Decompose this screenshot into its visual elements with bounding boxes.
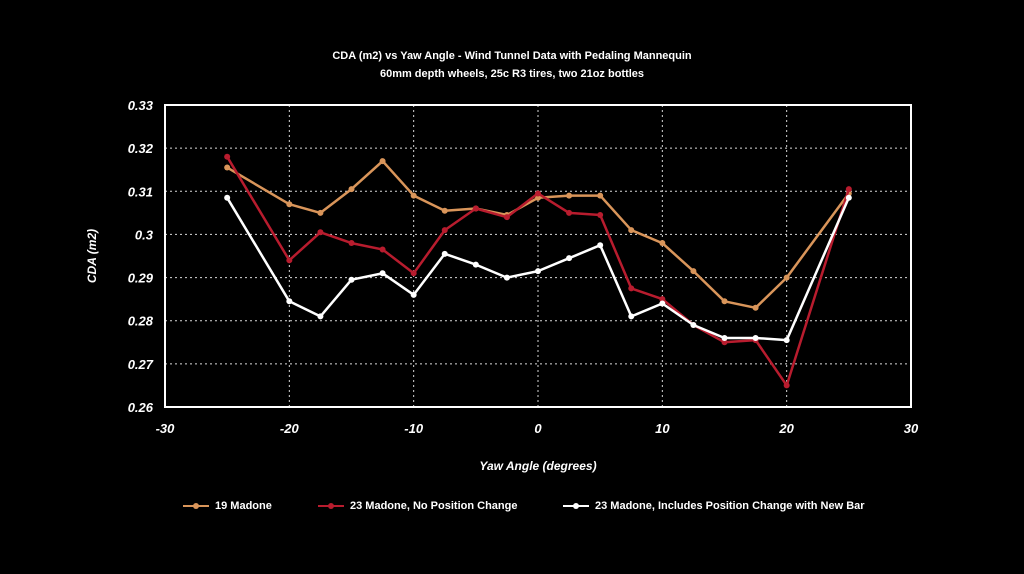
chart-title: CDA (m2) vs Yaw Angle - Wind Tunnel Data… [332,50,692,62]
data-point-23-madone-no-position [286,257,293,264]
data-point-23-madone-new-bar [472,261,479,268]
y-tick-label: 0.27 [128,357,154,372]
data-point-23-madone-new-bar [659,300,666,307]
data-point-23-madone-no-position [659,296,666,303]
plot-frame [164,104,912,408]
x-axis-ticks: -30 -20 -10 0 10 20 30 [156,421,919,436]
data-point-23-madone-new-bar [783,337,790,344]
data-point-23-madone-no-position [783,382,790,389]
x-tick-label: 10 [655,421,670,436]
x-tick-label: 20 [778,421,794,436]
x-tick-label: 0 [534,421,542,436]
data-point-23-madone-no-position [224,153,231,160]
data-point-19-madone [721,298,728,305]
data-point-19-madone [348,186,355,193]
legend-label-19-madone: 19 Madone [215,500,272,512]
data-point-19-madone [410,192,417,199]
data-point-23-madone-no-position [535,190,541,197]
data-point-23-madone-new-bar [441,250,448,257]
data-point-23-madone-new-bar [628,313,635,320]
y-tick-label: 0.32 [128,141,154,156]
data-point-23-madone-no-position [441,227,448,234]
y-tick-label: 0.33 [128,98,154,113]
data-point-23-madone-no-position [845,186,852,193]
data-point-23-madone-new-bar [845,194,852,201]
y-axis-label: CDA (m2) [85,229,99,283]
data-point-23-madone-new-bar [410,291,417,298]
data-point-23-madone-no-position [566,209,573,216]
legend-item-19-madone: 19 Madone [183,500,272,512]
data-point-19-madone [441,207,448,214]
data-point-23-madone-no-position [379,246,386,253]
data-point-19-madone [379,158,386,165]
y-tick-label: 0.28 [128,314,154,329]
legend-swatch-19-madone [183,501,209,511]
legend-swatch-23-madone-no-position [318,501,344,511]
data-point-19-madone [752,304,759,311]
data-point-23-madone-new-bar [286,298,293,305]
grid-lines [165,105,911,407]
data-point-19-madone [317,209,324,216]
data-point-23-madone-no-position [317,229,324,236]
y-tick-label: 0.29 [128,271,154,286]
data-point-19-madone [783,274,790,281]
data-point-23-madone-no-position [721,339,728,346]
chart-subtitle: 60mm depth wheels, 25c R3 tires, two 21o… [379,68,645,80]
legend-item-23-madone-new-bar: 23 Madone, Includes Position Change with… [563,500,865,512]
data-point-23-madone-new-bar [503,274,510,281]
data-point-19-madone [597,192,604,199]
x-tick-label: -10 [404,421,424,436]
data-point-23-madone-no-position [472,205,479,212]
x-tick-label: 30 [904,421,919,436]
data-point-19-madone [566,192,573,199]
data-point-23-madone-new-bar [348,276,355,283]
x-tick-label: -20 [280,421,300,436]
data-point-19-madone [286,201,293,208]
data-point-19-madone [628,227,635,234]
x-tick-label: -30 [156,421,176,436]
series-group [224,153,852,389]
y-tick-label: 0.3 [135,227,154,242]
legend-swatch-23-madone-new-bar [563,501,589,511]
data-point-19-madone [659,240,666,247]
data-point-23-madone-no-position [503,214,510,221]
data-point-23-madone-new-bar [566,255,573,262]
data-point-23-madone-no-position [597,212,604,219]
data-point-23-madone-new-bar [535,268,541,275]
data-point-23-madone-no-position [348,240,355,247]
data-point-19-madone [224,164,231,171]
data-point-23-madone-new-bar [317,313,324,320]
data-point-23-madone-new-bar [721,334,728,341]
data-point-23-madone-no-position [410,270,417,277]
x-axis-label: Yaw Angle (degrees) [479,459,596,473]
data-point-23-madone-new-bar [379,270,386,277]
data-point-23-madone-new-bar [690,322,697,329]
legend-item-23-madone-no-position: 23 Madone, No Position Change [318,500,517,512]
data-point-23-madone-new-bar [224,194,231,201]
data-point-19-madone [535,194,541,201]
y-tick-label: 0.31 [128,184,153,199]
data-point-23-madone-new-bar [597,242,604,249]
legend: 19 Madone 23 Madone, No Position Change … [0,500,1024,520]
legend-label-23-madone-new-bar: 23 Madone, Includes Position Change with… [595,500,865,512]
data-point-19-madone [690,268,697,275]
y-axis-ticks: 0.26 0.27 0.28 0.29 0.3 0.31 0.32 0.33 [128,98,154,415]
legend-label-23-madone-no-position: 23 Madone, No Position Change [350,500,518,512]
data-point-23-madone-new-bar [752,334,759,341]
y-tick-label: 0.26 [128,400,154,415]
data-point-23-madone-no-position [628,285,635,292]
